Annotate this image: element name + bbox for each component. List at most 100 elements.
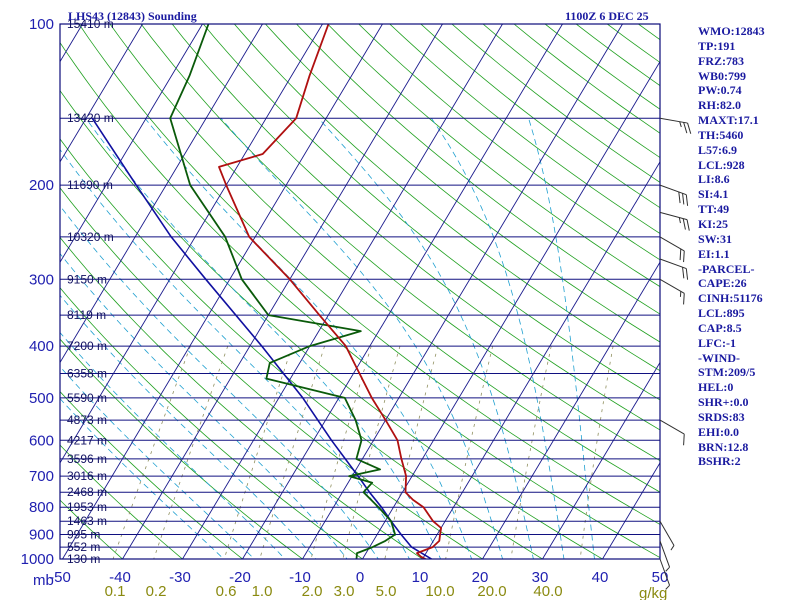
isotherm-line (302, 24, 623, 559)
index-item: SI:4.1 (698, 187, 729, 202)
mixing-ratio-line (510, 346, 552, 559)
index-item: PW:0.74 (698, 83, 742, 98)
isotherm-line (182, 24, 503, 559)
dry-adiabat-line (60, 390, 244, 559)
sounding-profiles (91, 24, 442, 559)
index-item: HEL:0 (698, 380, 734, 395)
chart-title: LHS43 (12843) Sounding (68, 9, 197, 23)
index-item: LI:8.6 (698, 172, 730, 187)
temperature-tick-label: 40 (592, 569, 609, 586)
temperature-tick-label: 20 (472, 569, 489, 586)
plot-frame (59, 23, 661, 560)
height-label: 8119 m (67, 308, 106, 322)
height-label: 4217 m (67, 433, 107, 447)
pressure-tick-label: 700 (29, 468, 54, 485)
mixing-ratio-label: 0.6 (216, 583, 237, 600)
index-item: EHI:0.0 (698, 424, 740, 439)
isotherm-line (60, 24, 323, 464)
index-item: LCL:895 (698, 306, 745, 321)
height-label: 3596 m (67, 452, 107, 466)
index-item: TH:5460 (698, 127, 744, 142)
wind-barb (659, 117, 692, 134)
mixing-ratio-line (384, 345, 439, 559)
index-item: BSHR:2 (698, 454, 741, 469)
height-label: 1463 m (67, 514, 107, 528)
wind-barb (659, 540, 671, 572)
mixing-ratio-unit-label: g/kg (639, 585, 667, 600)
height-label: 7200 m (67, 339, 107, 353)
dry-adiabat-line (451, 24, 660, 183)
index-item: RH:82.0 (698, 98, 741, 113)
isotherm-line (542, 361, 660, 559)
dry-adiabat-line (420, 24, 660, 209)
dry-adiabat-line (60, 187, 484, 559)
dry-adiabat-line (60, 236, 424, 559)
dry-adiabat-line (513, 24, 660, 134)
temperature-tick-label: 0 (356, 569, 364, 586)
temperature-tick-label: -20 (229, 569, 251, 586)
wind-barb (659, 419, 685, 446)
pressure-unit-label: mb (33, 572, 54, 589)
index-item: TT:49 (698, 202, 730, 217)
index-item: EI:1.1 (698, 246, 730, 261)
dry-adiabat-line (389, 24, 660, 234)
dry-adiabat-line (358, 24, 660, 261)
isotherm-line (60, 24, 203, 264)
index-item: TP:191 (698, 38, 736, 53)
pressure-tick-label: 200 (29, 177, 54, 194)
pressure-tick-label: 300 (29, 271, 54, 288)
mixing-ratio-label: 0.1 (105, 583, 126, 600)
moist-adiabat-line (144, 117, 473, 559)
dry-adiabat-line (265, 24, 660, 343)
isotherm-line (242, 24, 563, 559)
mixing-ratio-label: 0.2 (146, 583, 167, 600)
temperature-tick-label: -30 (169, 569, 191, 586)
axis-labels: 15410 m 13420 m 11690 m 10320 m 9150 m 8119 m… (21, 16, 669, 600)
mixing-ratio-label: 10.0 (425, 583, 454, 600)
index-item: KI:25 (698, 216, 728, 231)
stability-indices-panel: WMO:12843 TP:191 FRZ:783 WB0:799 PW:0.74 RH:8… (698, 24, 798, 469)
index-item: CAPE:26 (698, 276, 747, 291)
isotherm-line (60, 24, 143, 163)
pressure-tick-label: 800 (29, 499, 54, 516)
height-label: 552 m (67, 540, 100, 554)
height-label: 5590 m (67, 391, 107, 405)
dry-adiabat-line (78, 24, 660, 525)
isotherm-line (482, 261, 660, 559)
wind-barb (659, 236, 685, 263)
dry-adiabat-line (327, 24, 660, 288)
isotherm-line (62, 24, 383, 559)
mixing-ratio-label: 5.0 (376, 583, 397, 600)
index-item: BRN:12.8 (698, 439, 749, 454)
index-item: L57:6.9 (698, 142, 737, 157)
temperature-line (218, 24, 442, 559)
wind-barb (659, 278, 685, 305)
pressure-tick-label: 1000 (21, 551, 54, 568)
mixing-ratio-label: 3.0 (334, 583, 355, 600)
mixing-ratio-label: 20.0 (477, 583, 506, 600)
temperature-tick-label: -50 (49, 569, 71, 586)
isotherm-line (60, 24, 263, 364)
wind-barb (659, 258, 689, 280)
wind-barb (659, 211, 690, 231)
temperature-tick-label: 10 (412, 569, 429, 586)
pressure-tick-label: 600 (29, 432, 54, 449)
height-label: 15410 m (67, 17, 114, 31)
index-item: SHR+:0.0 (698, 395, 749, 410)
parcel-path-line (91, 117, 432, 559)
isotherm-line (362, 60, 660, 559)
index-item: STM:209/5 (698, 365, 756, 380)
temperature-tick-label: 30 (532, 569, 549, 586)
wind-barb (659, 558, 671, 590)
temperature-tick-label: 50 (652, 569, 669, 586)
index-item: WMO:12843 (698, 24, 765, 38)
height-label: 130 m (67, 552, 100, 566)
pressure-tick-label: 400 (29, 338, 54, 355)
height-label: 4873 m (67, 413, 107, 427)
isotherm-line (602, 461, 660, 559)
index-item: WB0:799 (698, 68, 746, 83)
moist-adiabat-line (431, 117, 565, 559)
moist-adiabat-line (318, 117, 534, 559)
pressure-tick-label: 100 (29, 16, 54, 33)
